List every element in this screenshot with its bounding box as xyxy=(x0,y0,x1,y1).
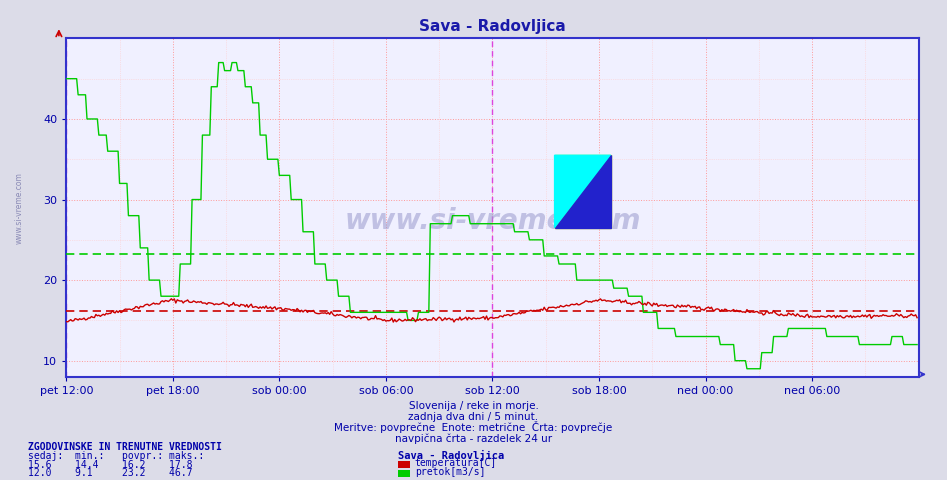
Text: pretok[m3/s]: pretok[m3/s] xyxy=(415,467,485,477)
Text: Slovenija / reke in morje.: Slovenija / reke in morje. xyxy=(408,401,539,411)
Text: www.si-vreme.com: www.si-vreme.com xyxy=(344,207,641,235)
Title: Sava - Radovljica: Sava - Radovljica xyxy=(420,20,565,35)
Text: 15.6    14.4    16.2    17.8: 15.6 14.4 16.2 17.8 xyxy=(28,459,217,469)
Text: www.si-vreme.com: www.si-vreme.com xyxy=(15,172,24,243)
Text: zadnja dva dni / 5 minut.: zadnja dva dni / 5 minut. xyxy=(408,412,539,422)
Text: ZGODOVINSKE IN TRENUTNE VREDNOSTI: ZGODOVINSKE IN TRENUTNE VREDNOSTI xyxy=(28,442,223,452)
Text: 12.0    9.1     23.2    46.7: 12.0 9.1 23.2 46.7 xyxy=(28,468,217,478)
Text: temperatura[C]: temperatura[C] xyxy=(415,458,497,468)
Polygon shape xyxy=(555,155,611,228)
Bar xyxy=(555,155,611,228)
Text: Meritve: povprečne  Enote: metrične  Črta: povprečje: Meritve: povprečne Enote: metrične Črta:… xyxy=(334,421,613,433)
Text: sedaj:  min.:   povpr.: maks.:: sedaj: min.: povpr.: maks.: xyxy=(28,451,217,461)
Text: Sava - Radovljica: Sava - Radovljica xyxy=(398,450,504,461)
Polygon shape xyxy=(555,155,611,228)
Text: navpična črta - razdelek 24 ur: navpična črta - razdelek 24 ur xyxy=(395,433,552,444)
